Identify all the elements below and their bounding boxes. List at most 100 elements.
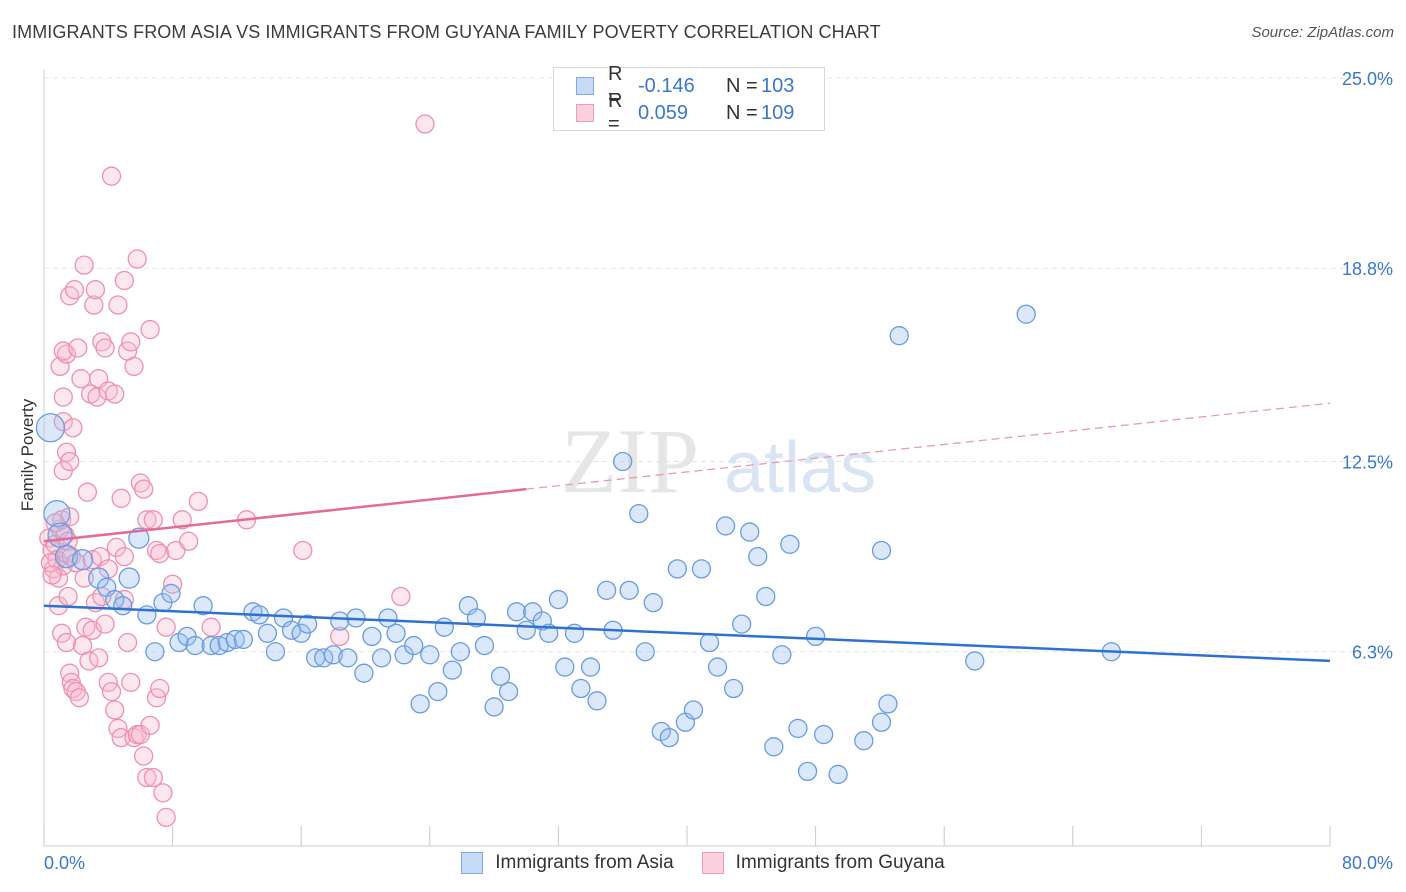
asia-point [580,657,601,677]
asia-point [748,546,768,567]
asia-point [233,629,253,650]
asia-point [715,516,736,536]
guyana-point [143,767,163,788]
asia-point [490,666,511,686]
chart-title: IMMIGRANTS FROM ASIA VS IMMIGRANTS FROM … [12,22,881,42]
asia-point [354,663,374,683]
guyana-point [50,356,70,377]
guyana-trend-line [43,487,527,543]
legend-item-guyana: Immigrants from Guyana [701,852,945,874]
guyana-point [101,166,122,186]
guyana-point [84,295,104,315]
asia-point [450,642,470,662]
guyana-point [137,767,157,788]
guyana-point [101,681,122,702]
asia-point [965,651,985,671]
asia-point [871,712,892,732]
legend-swatch-guyana [701,852,724,874]
asia-point [555,657,575,677]
asia-point [338,648,358,668]
guyana-point [146,540,167,561]
asia-point [878,694,898,714]
asia-point [323,645,344,665]
trend-lines [43,402,1331,663]
asia-point [225,629,245,650]
asia-point [193,596,213,616]
asia-point [780,534,800,554]
guyana-point [134,746,154,766]
asia-point [484,697,504,717]
asia-point [498,681,519,702]
guyana-point [153,783,173,803]
guyana-point [124,356,144,377]
guyana-point [156,807,176,828]
asia-point [813,724,834,745]
grid-lines [44,77,1392,653]
legend-item-asia: Immigrants from Asia [461,852,674,874]
asia-point [516,620,536,640]
guyana-point [105,700,125,720]
guyana-point [42,565,62,585]
asia-point [434,617,454,637]
asia-point [889,326,909,346]
n-value: 109 [761,101,795,124]
guyana-point [172,510,192,530]
y-tick-label: 12.5% [1342,453,1393,473]
x-tick-label: 0.0% [44,853,85,873]
guyana-point [85,280,106,300]
r-value: -0.146 [638,74,695,97]
asia-point [797,761,818,782]
asia-point [297,614,318,634]
asia-point [772,645,792,665]
legend-label-guyana: Immigrants from Guyana [735,852,945,873]
asia-point [691,559,712,579]
asia-point [442,660,462,680]
guyana-point [391,586,411,607]
asia-point [571,678,591,699]
asia-point [587,691,607,711]
guyana-point [95,338,115,358]
guyana-point [114,270,135,291]
guyana-point [105,384,125,404]
asia-point [185,635,205,656]
guyana-point [121,332,141,352]
asia-point [854,731,874,751]
asia-point [128,527,150,549]
y-tick-label: 18.8% [1342,259,1393,279]
asia-trend-line [43,604,1331,663]
asia-point [643,592,663,613]
guyana-point [52,623,72,643]
guyana-point [188,491,208,512]
guyana-point [95,614,115,634]
asia-point [740,522,760,542]
series-guyana [39,114,435,828]
guyana-point [134,479,154,499]
asia-point [371,648,392,668]
asia-point [788,718,808,739]
asia-point [756,586,776,607]
series-asia [35,304,1122,785]
watermark-atlas: atlas [724,428,876,508]
asia-point [161,583,181,604]
r-value: 0.059 [638,101,689,124]
asia-point [257,623,278,643]
guyana-point [127,249,147,269]
asia-point [732,614,752,634]
asia-point [145,642,165,662]
asia-point [378,608,398,628]
asia-point [265,642,286,662]
asia-point [410,694,430,714]
guyana-point [156,617,176,637]
asia-point [386,623,406,643]
asia-point [330,611,350,631]
asia-point [71,549,94,571]
guyana-point [140,319,160,340]
asia-point [532,611,552,631]
legend-row-asia: R = -0.146 N = 103 [576,63,794,108]
asia-point [118,567,140,589]
guyana-point [56,344,77,364]
asia-point [35,413,66,443]
legend-swatch-asia [576,77,594,95]
y-tick-label: 25.0% [1342,69,1393,89]
asia-point [47,522,73,548]
